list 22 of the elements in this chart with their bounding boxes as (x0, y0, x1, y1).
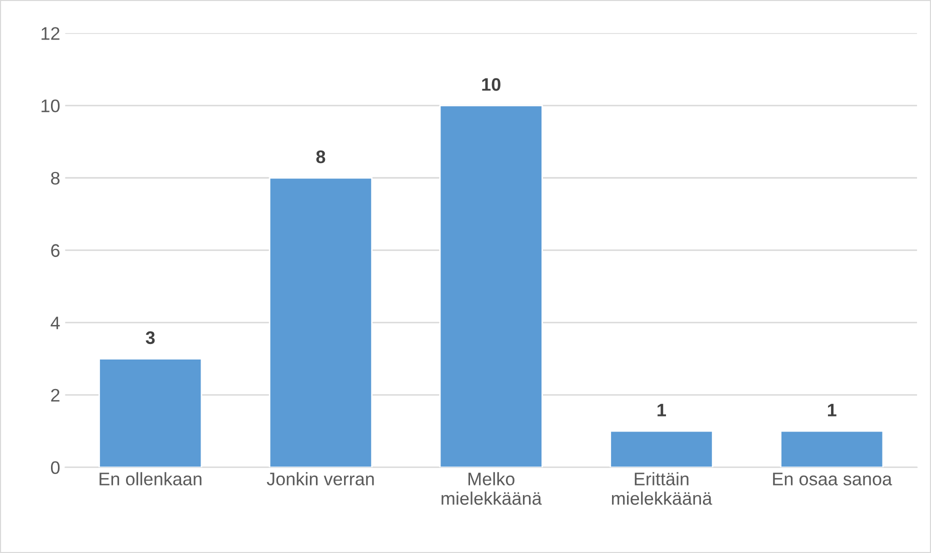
y-tick-label: 6 (51, 244, 60, 257)
x-tick-label: Jonkin verran (266, 472, 374, 486)
y-tick-label: 12 (42, 27, 60, 40)
y-tick-label: 4 (50, 316, 60, 330)
data-label: 1 (658, 404, 666, 416)
y-tick-label: 0 (50, 461, 60, 474)
bar (610, 430, 714, 468)
data-label: 8 (316, 150, 326, 164)
y-tick-label: 8 (51, 172, 60, 185)
x-tick-label: En osaa sanoa (773, 472, 892, 486)
y-tick-label: 2 (51, 388, 60, 402)
y-tick-label: 10 (42, 99, 60, 112)
x-tick-label: Melko mielekkäänä (442, 472, 542, 505)
x-tick-label: En ollenkaan (100, 472, 202, 486)
x-tick-label: Erittäin mielekkäänä (612, 472, 712, 505)
bar (780, 430, 884, 468)
data-label: 1 (828, 404, 836, 416)
data-label: 3 (146, 331, 155, 344)
data-label: 10 (482, 78, 500, 91)
bar (98, 358, 202, 468)
bar (268, 177, 373, 468)
bar (439, 104, 543, 468)
